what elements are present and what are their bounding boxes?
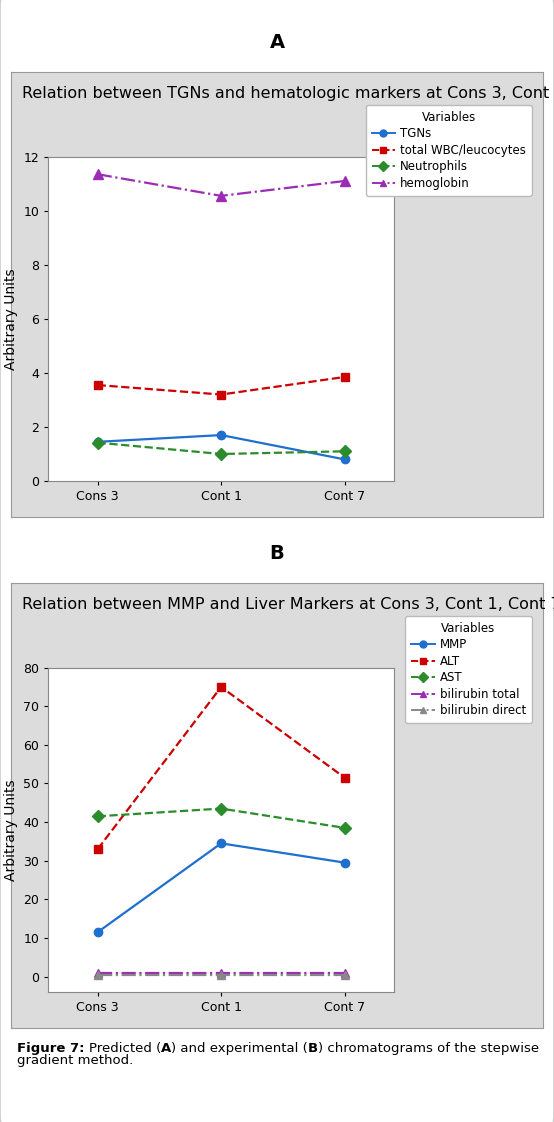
Legend: MMP, ALT, AST, bilirubin total, bilirubin direct: MMP, ALT, AST, bilirubin total, bilirubi… — [406, 616, 532, 724]
Text: Relation between MMP and Liver Markers at Cons 3, Cont 1, Cont 7: Relation between MMP and Liver Markers a… — [22, 597, 554, 611]
Text: gradient method.: gradient method. — [17, 1054, 133, 1067]
Text: Figure 7:: Figure 7: — [17, 1042, 89, 1055]
Text: A: A — [161, 1042, 171, 1055]
Text: ) chromatograms of the stepwise: ) chromatograms of the stepwise — [318, 1042, 539, 1055]
Text: B: B — [308, 1042, 318, 1055]
Text: Relation between TGNs and hematologic markers at Cons 3, Cont 1, Cont 7: Relation between TGNs and hematologic ma… — [22, 85, 554, 101]
Text: Predicted (: Predicted ( — [89, 1042, 161, 1055]
Text: B: B — [270, 544, 284, 563]
Legend: TGNs, total WBC/leucocytes, Neutrophils, hemoglobin: TGNs, total WBC/leucocytes, Neutrophils,… — [366, 104, 532, 196]
Text: ) and experimental (: ) and experimental ( — [171, 1042, 308, 1055]
Text: A: A — [269, 33, 285, 52]
